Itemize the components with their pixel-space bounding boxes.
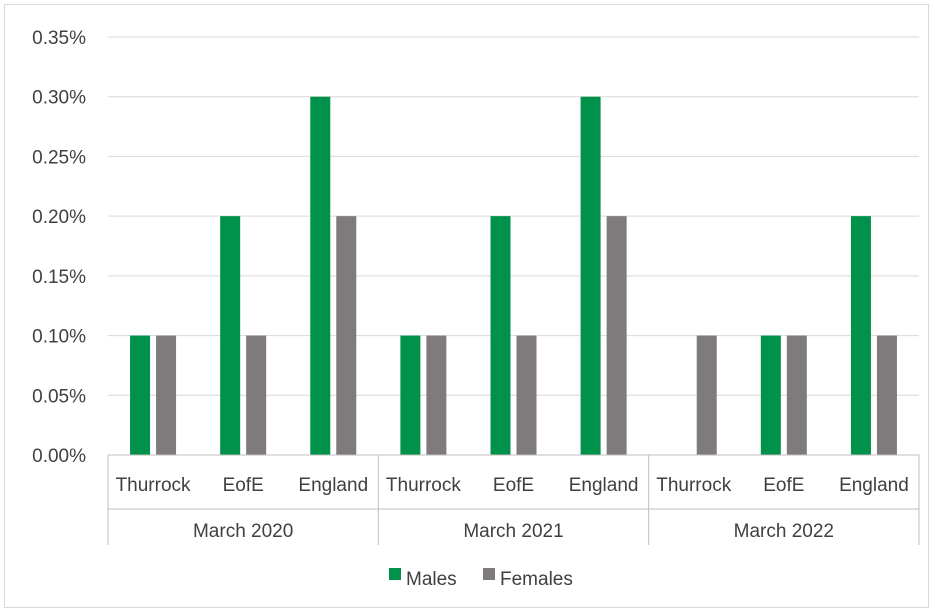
x-group-label: March 2021 [463, 521, 563, 542]
bar-females-6 [696, 335, 717, 455]
bar-males-5 [580, 96, 601, 455]
bar-males-8 [850, 216, 871, 455]
x-group-label: March 2020 [193, 521, 293, 542]
x-category-label: EofE [763, 475, 804, 496]
x-category-label: Thurrock [386, 475, 461, 496]
x-category-label: England [839, 475, 909, 496]
bar-males-1 [220, 216, 241, 455]
x-category-label: England [298, 475, 368, 496]
x-category-label: England [569, 475, 639, 496]
y-tick-label: 0.10% [32, 327, 86, 348]
y-tick-label: 0.05% [32, 386, 86, 407]
y-tick-label: 0.00% [32, 446, 86, 467]
x-category-label: EofE [493, 475, 534, 496]
x-category-label: EofE [223, 475, 264, 496]
chart-frame [4, 4, 929, 608]
bar-females-2 [336, 216, 357, 455]
bar-females-5 [606, 216, 627, 455]
legend-label-males: Males [406, 569, 457, 590]
y-tick-label: 0.35% [32, 28, 86, 49]
bar-females-1 [246, 335, 267, 455]
bar-males-3 [400, 335, 421, 455]
axes: 0.00% 0.05% 0.10% 0.15% 0.20% 0.25% 0.30% 0.35%… [32, 28, 920, 545]
bar-males-2 [310, 96, 331, 455]
y-tick-label: 0.25% [32, 147, 86, 168]
bar-females-3 [426, 335, 447, 455]
y-tick-label: 0.30% [32, 88, 86, 109]
y-tick-label: 0.15% [32, 267, 86, 288]
bar-males-4 [490, 216, 511, 455]
bar-females-0 [156, 335, 177, 455]
legend-swatch-females [483, 568, 495, 580]
bar-females-8 [876, 335, 897, 455]
bar-females-4 [516, 335, 537, 455]
x-category-label: Thurrock [116, 475, 191, 496]
bars [130, 96, 897, 455]
bar-males-0 [130, 335, 151, 455]
bar-males-7 [760, 335, 781, 455]
x-group-label: March 2022 [734, 521, 834, 542]
legend-swatch-males [389, 568, 401, 580]
legend-label-females: Females [500, 569, 573, 590]
bar-females-7 [786, 335, 807, 455]
y-tick-label: 0.20% [32, 207, 86, 228]
x-category-label: Thurrock [656, 475, 731, 496]
legend: Males Females [389, 568, 573, 590]
gridlines [108, 36, 919, 396]
